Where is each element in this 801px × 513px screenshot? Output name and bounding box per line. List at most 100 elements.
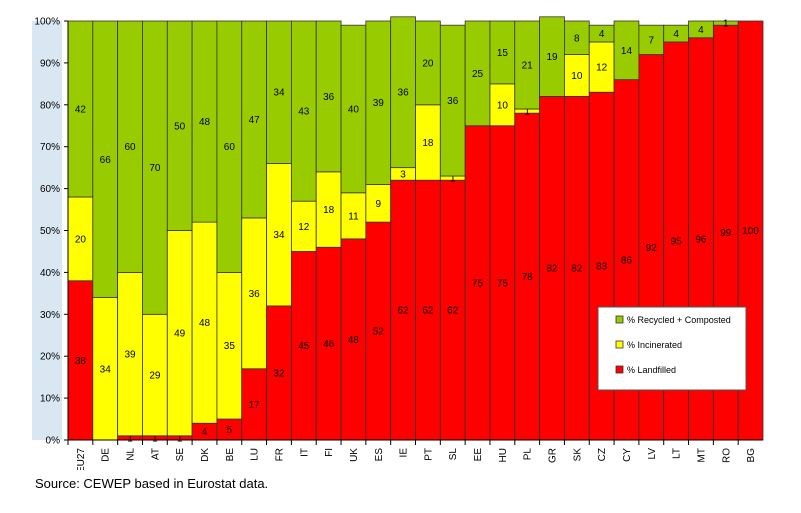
data-label: 34 [100, 364, 112, 375]
source-note: Source: CEWEP based in Eurostat data. [35, 476, 269, 491]
data-label: 62 [398, 306, 410, 317]
data-label: 1 [127, 433, 133, 444]
data-label: 66 [100, 155, 112, 166]
data-label: 83 [596, 262, 608, 273]
data-label: 75 [472, 278, 484, 289]
x-tick-label: GR [548, 448, 559, 463]
y-tick-label: 50% [40, 226, 60, 237]
data-label: 34 [273, 230, 285, 241]
x-tick-label: IE [399, 448, 410, 458]
data-label: 11 [348, 211, 359, 222]
data-label: 35 [224, 341, 236, 352]
data-label: 100 [742, 226, 759, 237]
data-label: 17 [249, 400, 261, 411]
x-tick-label: MT [696, 448, 707, 462]
bar-segment [514, 20, 541, 110]
x-tick-label: PL [523, 448, 534, 461]
data-label: 1 [524, 107, 530, 118]
bar-segment [315, 171, 342, 248]
data-label: 48 [348, 335, 360, 346]
y-tick-label: 10% [40, 394, 60, 405]
waste-treatment-chart: 3820423466139601297014950448485356017364… [32, 16, 764, 470]
x-tick-label: NL [126, 448, 137, 461]
data-label: 25 [472, 69, 484, 80]
data-label: 60 [124, 142, 136, 153]
y-tick-label: 0% [46, 436, 61, 447]
x-tick-label: PT [423, 448, 434, 461]
legend-label: % Landfilled [627, 365, 676, 375]
bar-segment [166, 230, 193, 437]
data-label: 4 [673, 29, 679, 40]
bar-segment [216, 20, 243, 273]
x-tick-label: CZ [597, 448, 608, 461]
bar-segment [241, 217, 267, 370]
bar-segment [166, 20, 193, 231]
data-label: 96 [695, 234, 707, 245]
bar-segment [117, 271, 143, 437]
y-tick-label: 100% [34, 17, 60, 28]
y-axis: 0% 10% 20% 30% 40% 50% 60% 70% 80% 90% 100% [34, 17, 69, 447]
data-label: 43 [298, 107, 310, 118]
x-tick-label: LV [647, 448, 658, 460]
data-label: 38 [75, 356, 87, 367]
data-label: 4 [698, 25, 704, 36]
bar-segment [489, 83, 516, 127]
bar-segment [241, 368, 267, 441]
data-label: 5 [227, 425, 233, 436]
data-label: 70 [149, 163, 161, 174]
bar-segment [191, 20, 218, 223]
data-label: 9 [375, 199, 381, 210]
x-tick-label: FI [324, 448, 335, 457]
y-tick-label: 20% [40, 352, 60, 363]
bar-segment [67, 20, 94, 198]
data-label: 1 [450, 174, 456, 185]
bar-segment [142, 20, 168, 315]
bar-segment [290, 200, 317, 252]
data-label: 36 [249, 289, 261, 300]
bar-segment [266, 20, 292, 164]
bar-segment [439, 24, 466, 177]
data-label: 20 [422, 58, 434, 69]
data-label: 18 [323, 205, 335, 216]
bar-segment [340, 192, 367, 240]
x-tick-label: LT [672, 448, 683, 459]
data-label: 12 [298, 222, 310, 233]
bar-segment [365, 20, 392, 185]
x-tick-label: FR [274, 448, 285, 461]
data-label: 75 [497, 278, 509, 289]
bar-segment [92, 20, 119, 298]
plot-background [32, 21, 62, 440]
data-label: 1 [152, 433, 158, 444]
data-label: 8 [574, 33, 580, 44]
data-label: 14 [621, 46, 633, 57]
legend: % Recycled + Composted % Incinerated % Lan… [597, 306, 747, 391]
bar-segment [92, 297, 119, 441]
bar-segment [638, 24, 665, 55]
data-label: 4 [599, 29, 605, 40]
bar-segment [191, 221, 218, 424]
data-label: 95 [671, 236, 683, 247]
legend-swatch [615, 315, 624, 324]
data-label: 48 [199, 318, 211, 329]
x-tick-label: SE [175, 448, 186, 462]
x-tick-label: BE [225, 448, 236, 462]
x-tick-label: AT [150, 448, 161, 460]
data-label: 49 [174, 329, 186, 340]
y-tick-label: 90% [40, 58, 60, 69]
x-tick-label: RO [721, 448, 732, 463]
data-label: 42 [75, 104, 87, 115]
x-tick-label: LU [250, 448, 261, 461]
y-tick-label: 60% [40, 184, 60, 195]
data-label: 10 [497, 100, 509, 111]
x-tick-label: BG [746, 448, 757, 463]
bar-segment [390, 16, 416, 169]
bar-segment [241, 20, 267, 219]
x-tick-label: IT [299, 448, 310, 457]
bar-segment [365, 184, 392, 223]
data-label: 1 [723, 19, 729, 30]
x-tick-label: EE [473, 448, 484, 462]
bar-segment [613, 20, 640, 81]
data-label: 45 [298, 341, 310, 352]
data-label: 3 [400, 169, 406, 180]
bar-segment [290, 20, 317, 202]
